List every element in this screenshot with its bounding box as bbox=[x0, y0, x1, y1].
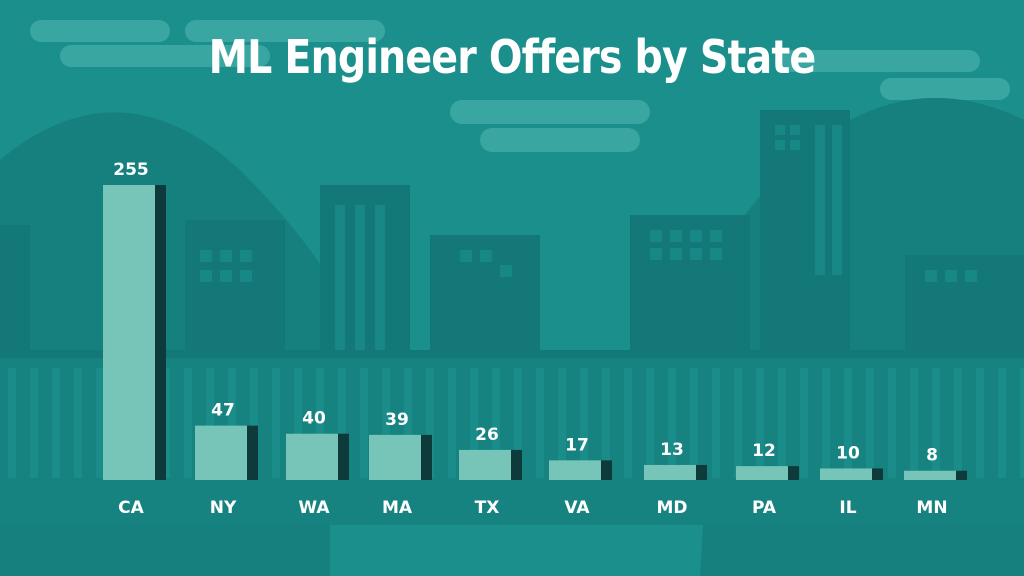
bar-shadow-ma bbox=[421, 434, 432, 480]
value-label: 10 bbox=[836, 443, 860, 463]
value-label: 12 bbox=[752, 441, 776, 461]
bar-shadow-mn bbox=[956, 470, 967, 480]
bar-tx bbox=[459, 449, 511, 480]
value-label: 39 bbox=[385, 410, 409, 430]
bar-il bbox=[820, 468, 872, 480]
value-label: 40 bbox=[302, 409, 326, 429]
category-label: PA bbox=[752, 498, 777, 518]
category-label: VA bbox=[564, 498, 590, 518]
value-label: 47 bbox=[211, 401, 235, 421]
chart-title: ML Engineer Offers by State bbox=[208, 30, 817, 84]
bar-va bbox=[549, 460, 601, 480]
value-label: 8 bbox=[926, 446, 938, 466]
bar-shadow-wa bbox=[338, 433, 349, 480]
bar-ny bbox=[195, 425, 247, 480]
bar-shadow-ca bbox=[155, 185, 166, 480]
category-label: MD bbox=[656, 498, 687, 518]
value-label: 255 bbox=[113, 160, 149, 180]
value-label: 26 bbox=[475, 425, 499, 445]
bar-shadow-va bbox=[601, 460, 612, 480]
bar-shadow-ny bbox=[247, 425, 258, 480]
category-label: CA bbox=[118, 498, 144, 518]
value-label: 13 bbox=[660, 440, 684, 460]
category-label: NY bbox=[210, 498, 237, 518]
category-label: TX bbox=[475, 498, 500, 518]
category-label: MA bbox=[382, 498, 413, 518]
category-label: MN bbox=[916, 498, 947, 518]
bar-ca bbox=[103, 185, 155, 480]
value-label: 17 bbox=[565, 435, 589, 455]
bar-shadow-md bbox=[696, 464, 707, 480]
bar-shadow-il bbox=[872, 468, 883, 480]
category-label: WA bbox=[298, 498, 330, 518]
bar-mn bbox=[904, 470, 956, 480]
bar-shadow-tx bbox=[511, 449, 522, 480]
category-label: IL bbox=[839, 498, 856, 518]
bar-ma bbox=[369, 434, 421, 480]
bar-wa bbox=[286, 433, 338, 480]
bar-md bbox=[644, 464, 696, 480]
bar-shadow-pa bbox=[788, 466, 799, 480]
bar-pa bbox=[736, 466, 788, 480]
